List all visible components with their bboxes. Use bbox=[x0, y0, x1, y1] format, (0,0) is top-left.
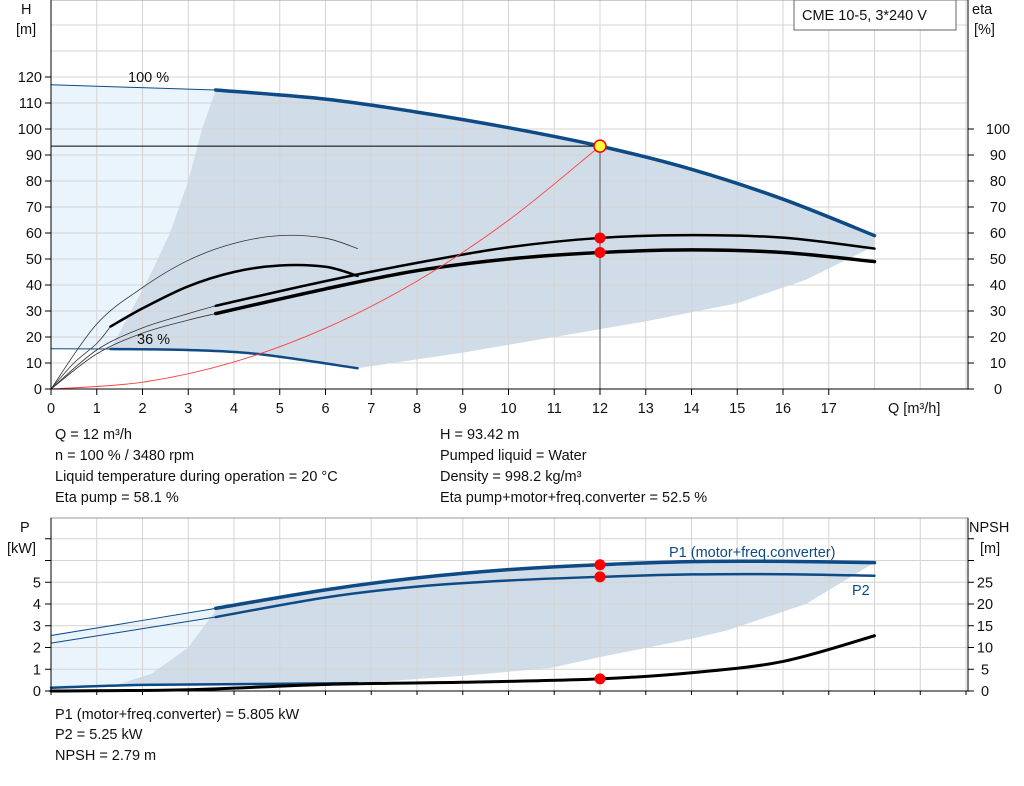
y-tick-label-right: 0 bbox=[994, 382, 1002, 398]
y-tick-label-left: 0 bbox=[34, 382, 42, 398]
x-tick-label: 11 bbox=[547, 401, 562, 417]
info-head: H = 93.42 m bbox=[440, 427, 519, 443]
info-p2: P2 = 5.25 kW bbox=[55, 727, 143, 743]
y-tick-label-right: 30 bbox=[990, 304, 1006, 320]
top-ylabel-right-2: [%] bbox=[974, 22, 995, 38]
info-npsh: NPSH = 2.79 m bbox=[55, 748, 156, 764]
y-tick-label-right: 90 bbox=[990, 148, 1006, 164]
legend-box-text: CME 10-5, 3*240 V bbox=[802, 8, 927, 24]
p-tick-label: 1 bbox=[33, 662, 41, 678]
x-tick-label: 17 bbox=[821, 401, 837, 417]
x-axis-label: Q [m³/h] bbox=[888, 401, 940, 417]
bot-ylabel-left-1: P bbox=[20, 520, 30, 536]
y-tick-label-right: 80 bbox=[990, 174, 1006, 190]
y-tick-label-left: 50 bbox=[26, 252, 42, 268]
p-tick-label: 2 bbox=[33, 641, 41, 657]
info-density: Density = 998.2 kg/m³ bbox=[440, 469, 582, 485]
y-tick-label-left: 30 bbox=[26, 304, 42, 320]
x-tick-label: 7 bbox=[367, 401, 375, 417]
y-tick-label-left: 90 bbox=[26, 148, 42, 164]
bot-ylabel-right-2: [m] bbox=[980, 541, 1000, 557]
y-tick-label-left: 10 bbox=[26, 356, 42, 372]
y-tick-label-left: 80 bbox=[26, 174, 42, 190]
npsh-tick-label: 20 bbox=[977, 597, 993, 613]
info-q: Q = 12 m³/h bbox=[55, 427, 132, 443]
x-tick-label: 14 bbox=[683, 401, 699, 417]
label-p1: P1 (motor+freq.converter) bbox=[669, 545, 835, 561]
region-dark bbox=[110, 90, 874, 368]
npsh-tick-label: 25 bbox=[977, 575, 993, 591]
duty-point-p2 bbox=[595, 571, 606, 582]
x-tick-label: 5 bbox=[276, 401, 284, 417]
y-tick-label-right: 40 bbox=[990, 278, 1006, 294]
y-tick-label-left: 100 bbox=[18, 122, 42, 138]
y-tick-label-right: 10 bbox=[990, 356, 1006, 372]
y-tick-label-left: 20 bbox=[26, 330, 42, 346]
npsh-tick-label: 5 bbox=[981, 662, 989, 678]
x-tick-label: 10 bbox=[500, 401, 516, 417]
x-tick-label: 15 bbox=[729, 401, 745, 417]
y-tick-label-left: 120 bbox=[18, 70, 42, 86]
x-tick-label: 16 bbox=[775, 401, 791, 417]
y-tick-label-right: 60 bbox=[990, 226, 1006, 242]
y-tick-label-right: 20 bbox=[990, 330, 1006, 346]
duty-point-eta-total bbox=[595, 247, 606, 258]
info-eta-pump: Eta pump = 58.1 % bbox=[55, 490, 179, 506]
y-tick-label-right: 100 bbox=[986, 122, 1010, 138]
y-tick-label-left: 40 bbox=[26, 278, 42, 294]
x-tick-label: 3 bbox=[184, 401, 192, 417]
y-tick-label-right: 50 bbox=[990, 252, 1006, 268]
duty-point-eta-pump bbox=[595, 232, 606, 243]
info-eta-total: Eta pump+motor+freq.converter = 52.5 % bbox=[440, 490, 707, 506]
duty-point-npsh bbox=[595, 673, 606, 684]
y-tick-label-right: 70 bbox=[990, 200, 1006, 216]
y-tick-label-left: 110 bbox=[19, 96, 42, 112]
x-tick-label: 12 bbox=[592, 401, 608, 417]
npsh-tick-label: 0 bbox=[981, 684, 989, 700]
y-tick-label-left: 70 bbox=[26, 200, 42, 216]
top-ylabel-left-2: [m] bbox=[16, 22, 36, 38]
x-tick-label: 0 bbox=[47, 401, 55, 417]
x-tick-label: 4 bbox=[230, 401, 238, 417]
p-tick-label: 4 bbox=[33, 597, 41, 613]
duty-point-p1 bbox=[595, 559, 606, 570]
x-tick-label: 13 bbox=[638, 401, 654, 417]
x-tick-label: 8 bbox=[413, 401, 421, 417]
top-ylabel-left-1: H bbox=[21, 2, 31, 18]
duty-point-head bbox=[594, 140, 606, 152]
x-tick-label: 2 bbox=[138, 401, 146, 417]
info-speed: n = 100 % / 3480 rpm bbox=[55, 448, 194, 464]
info-temperature: Liquid temperature during operation = 20… bbox=[55, 469, 338, 485]
info-liquid: Pumped liquid = Water bbox=[440, 448, 587, 464]
bot-ylabel-right-1: NPSH bbox=[969, 520, 1009, 536]
label-100-percent: 100 % bbox=[128, 70, 169, 86]
y-tick-label-left: 60 bbox=[26, 226, 42, 242]
p-tick-label: 5 bbox=[33, 575, 41, 591]
x-tick-label: 1 bbox=[93, 401, 101, 417]
top-ylabel-right-1: eta bbox=[972, 2, 993, 18]
npsh-tick-label: 15 bbox=[977, 619, 993, 635]
p-tick-label: 3 bbox=[33, 619, 41, 635]
p-tick-label: 0 bbox=[33, 684, 41, 700]
npsh-tick-label: 10 bbox=[977, 641, 993, 657]
x-tick-label: 9 bbox=[459, 401, 467, 417]
label-p2: P2 bbox=[852, 583, 870, 599]
x-tick-label: 6 bbox=[321, 401, 329, 417]
label-36-percent: 36 % bbox=[137, 332, 170, 348]
info-p1: P1 (motor+freq.converter) = 5.805 kW bbox=[55, 707, 299, 723]
bot-ylabel-left-2: [kW] bbox=[7, 541, 36, 557]
